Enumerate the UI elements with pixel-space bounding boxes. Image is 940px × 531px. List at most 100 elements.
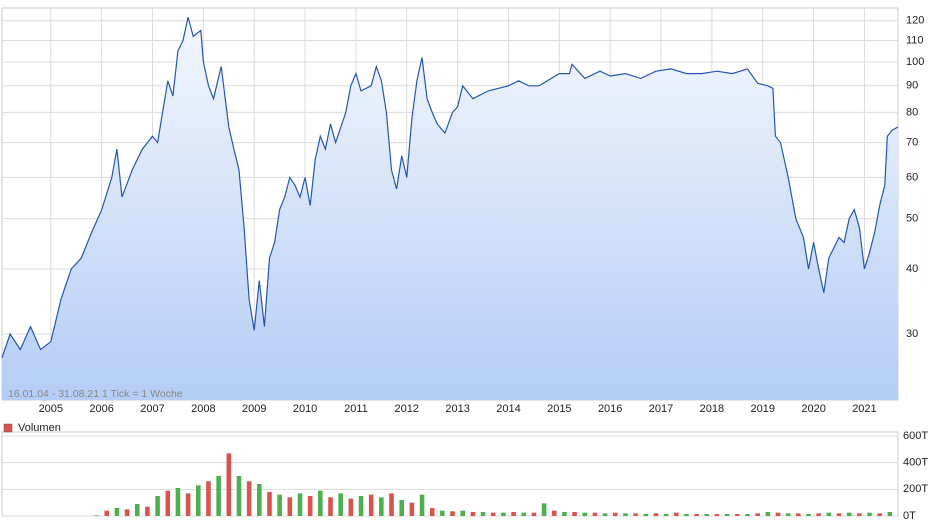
volume-bar (602, 513, 608, 516)
volume-bar (307, 496, 313, 516)
volume-bar (246, 481, 252, 516)
volume-bar (806, 514, 811, 516)
y-tick-label: 50 (906, 213, 918, 225)
volume-bar (419, 494, 425, 516)
volume-bar (480, 512, 486, 516)
volume-bar (684, 514, 689, 516)
x-tick-label: 2007 (140, 403, 164, 415)
y-tick-label: 70 (906, 136, 918, 148)
volume-bar (216, 476, 221, 516)
volume-bar (226, 453, 232, 516)
x-tick-label: 2018 (700, 403, 724, 415)
volume-bar (653, 513, 659, 516)
volume-bar (551, 510, 557, 516)
y-tick-label: 30 (906, 328, 918, 340)
y-tick-label: 80 (906, 106, 918, 118)
y-tick-label: 90 (906, 80, 918, 92)
volume-bar (775, 512, 781, 516)
volume-bar (755, 513, 760, 516)
y-tick-label: 400T (903, 457, 928, 469)
volume-bar (612, 512, 618, 516)
volume-bar (694, 514, 699, 516)
x-tick-label: 2009 (242, 403, 266, 415)
volume-bar (592, 512, 598, 516)
volume-bar (582, 512, 588, 516)
y-tick-label: 110 (906, 34, 924, 46)
volume-bar (318, 490, 323, 516)
y-tick-label: 100 (906, 56, 924, 68)
x-tick-label: 2013 (445, 403, 469, 415)
volume-bar (470, 512, 476, 516)
volume-bar (826, 512, 832, 516)
volume-bar (785, 513, 791, 516)
volume-bar (714, 514, 720, 516)
volume-bar (206, 481, 211, 516)
volume-bar (399, 500, 404, 516)
volume-bar (328, 497, 333, 516)
y-tick-label: 120 (906, 15, 924, 27)
y-tick-label: 0T (903, 510, 916, 522)
area (2, 17, 898, 400)
y-tick-label: 600T (903, 430, 928, 442)
volume-bar (633, 513, 638, 516)
volume-bar (745, 514, 750, 516)
volume-bar (429, 508, 435, 516)
volume-bar (277, 494, 282, 516)
volume-bar (409, 502, 415, 516)
volume-bar (572, 512, 577, 516)
volume-bar (846, 512, 852, 516)
volume-bar (724, 514, 730, 516)
volume-bar (267, 492, 272, 516)
legend-swatch (3, 423, 13, 433)
x-tick-label: 2008 (191, 403, 215, 415)
legend-label: Volumen (18, 422, 61, 434)
volume-bar (155, 496, 160, 516)
volume-bar (185, 493, 191, 516)
volume-bar (440, 510, 445, 516)
x-tick-label: 2005 (39, 403, 63, 415)
volume-bar (623, 513, 628, 516)
volume-bar (195, 485, 201, 516)
x-tick-label: 2015 (547, 403, 571, 415)
volume-bar (257, 484, 262, 516)
volume-bar (501, 512, 506, 516)
volume-bar (541, 503, 547, 516)
x-tick-label: 2012 (395, 403, 419, 415)
volume-bar (358, 496, 364, 516)
volume-bar (735, 514, 740, 516)
volume-bar (94, 515, 99, 516)
volume-bar (887, 512, 893, 516)
volume-bar (338, 493, 343, 516)
x-tick-label: 2017 (649, 403, 673, 415)
x-tick-label: 2021 (852, 403, 876, 415)
volume-bar (460, 510, 466, 516)
volume-bar (104, 510, 110, 516)
plot-area (1, 431, 899, 517)
volume-bar (165, 490, 171, 516)
volume-bar (368, 494, 374, 516)
price-line (1, 16, 899, 358)
volume-bar (836, 513, 842, 516)
volume-bar (348, 498, 354, 516)
volume-bar (857, 513, 862, 516)
footnote: 16.01.04 - 31.08.21 1 Tick = 1 Woche (8, 388, 183, 400)
x-tick-label: 2011 (344, 403, 368, 415)
volume-bar (175, 488, 181, 516)
volume-bar (704, 514, 710, 516)
volume-bar (124, 509, 130, 516)
volume-bar (297, 493, 303, 516)
y-tick-label: 200T (903, 483, 928, 495)
volume-bar (663, 514, 669, 516)
volume-bar (134, 504, 140, 516)
x-tick-label: 2014 (496, 403, 520, 415)
volume-bar (379, 497, 384, 516)
volume-bar (816, 513, 821, 516)
volume-bar (490, 512, 496, 516)
volume-bar (674, 512, 679, 516)
y-tick-label: 40 (906, 263, 918, 275)
volume-bar (236, 476, 242, 516)
volume-bar (643, 514, 649, 516)
x-tick-label: 2010 (293, 403, 317, 415)
x-tick-label: 2006 (89, 403, 113, 415)
